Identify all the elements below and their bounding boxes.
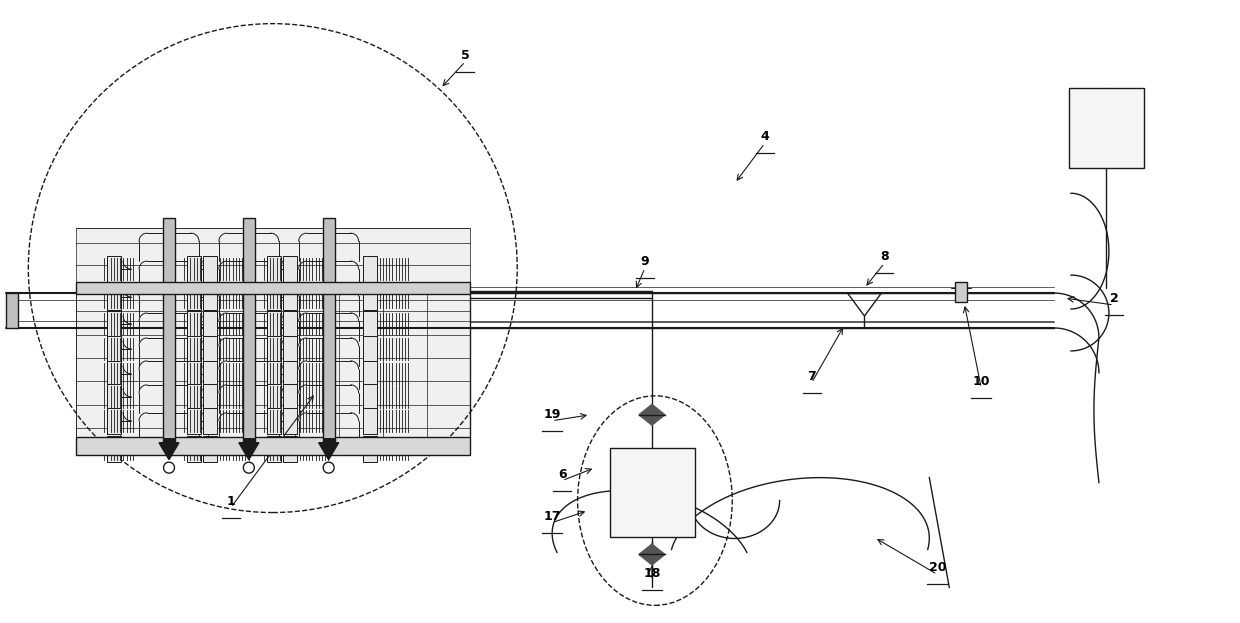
Text: 7: 7 xyxy=(807,370,816,383)
Bar xyxy=(267,311,280,337)
Bar xyxy=(162,218,175,443)
Bar xyxy=(610,448,694,538)
Bar xyxy=(267,256,280,282)
Bar xyxy=(76,228,470,438)
Bar xyxy=(283,384,296,410)
Bar xyxy=(107,408,122,434)
Polygon shape xyxy=(652,544,665,565)
Bar xyxy=(203,311,217,337)
Bar xyxy=(6,293,19,328)
Bar xyxy=(267,408,280,434)
Bar xyxy=(203,336,217,362)
Text: 8: 8 xyxy=(880,250,889,263)
Polygon shape xyxy=(639,404,652,425)
Bar xyxy=(283,311,296,337)
Bar xyxy=(187,336,201,362)
Bar xyxy=(203,435,217,462)
Bar xyxy=(203,361,217,387)
Bar xyxy=(267,384,280,410)
Text: 18: 18 xyxy=(644,568,661,581)
Text: 17: 17 xyxy=(543,510,560,523)
Bar xyxy=(362,384,377,410)
Text: 10: 10 xyxy=(972,375,990,388)
Bar xyxy=(107,361,122,387)
Bar xyxy=(267,435,280,462)
Bar xyxy=(283,284,296,310)
Bar xyxy=(1069,88,1143,168)
Bar xyxy=(243,218,254,443)
Text: 5: 5 xyxy=(461,49,470,62)
Bar xyxy=(203,408,217,434)
Bar xyxy=(187,435,201,462)
Bar xyxy=(187,311,201,337)
Polygon shape xyxy=(652,404,665,425)
Bar xyxy=(107,284,122,310)
Bar xyxy=(203,284,217,310)
Bar xyxy=(187,284,201,310)
Bar xyxy=(283,361,296,387)
Bar xyxy=(107,336,122,362)
Text: 1: 1 xyxy=(227,495,236,508)
Bar xyxy=(362,284,377,310)
Text: 3: 3 xyxy=(1125,102,1133,115)
Bar xyxy=(362,336,377,362)
Bar xyxy=(107,311,122,337)
Polygon shape xyxy=(319,443,339,460)
Polygon shape xyxy=(159,443,179,460)
Bar xyxy=(243,438,254,443)
Bar xyxy=(107,256,122,282)
Bar xyxy=(955,282,967,302)
Bar xyxy=(187,408,201,434)
Bar xyxy=(267,336,280,362)
Text: 2: 2 xyxy=(1110,292,1118,305)
Bar xyxy=(203,256,217,282)
Bar xyxy=(283,256,296,282)
Bar xyxy=(267,361,280,387)
Bar xyxy=(187,361,201,387)
Bar xyxy=(187,256,201,282)
Bar xyxy=(283,435,296,462)
Bar xyxy=(267,284,280,310)
Bar xyxy=(76,437,470,455)
Bar xyxy=(362,256,377,282)
Bar xyxy=(362,311,377,337)
Text: 9: 9 xyxy=(641,255,650,268)
Bar xyxy=(162,438,175,443)
Bar xyxy=(362,435,377,462)
Bar xyxy=(76,282,470,293)
Bar xyxy=(107,384,122,410)
Polygon shape xyxy=(239,443,259,460)
Text: 20: 20 xyxy=(929,561,946,574)
Bar xyxy=(283,336,296,362)
Bar xyxy=(283,408,296,434)
Bar xyxy=(203,384,217,410)
Bar xyxy=(322,438,335,443)
Bar xyxy=(322,218,335,443)
Text: 19: 19 xyxy=(543,408,560,421)
Bar xyxy=(107,435,122,462)
Text: 4: 4 xyxy=(760,130,769,143)
Bar xyxy=(362,408,377,434)
Polygon shape xyxy=(639,544,652,565)
Text: 6: 6 xyxy=(558,468,567,480)
Bar xyxy=(187,384,201,410)
Bar xyxy=(362,361,377,387)
